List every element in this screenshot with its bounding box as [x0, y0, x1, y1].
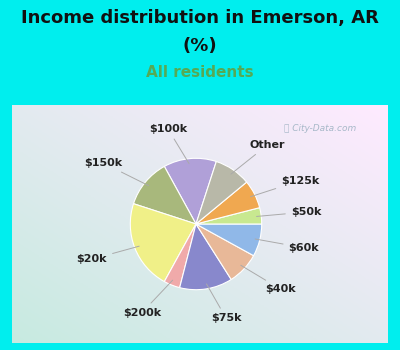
Wedge shape	[134, 166, 196, 224]
Wedge shape	[130, 204, 196, 282]
Wedge shape	[164, 224, 196, 288]
Text: Income distribution in Emerson, AR: Income distribution in Emerson, AR	[21, 9, 379, 27]
Text: $125k: $125k	[250, 176, 320, 197]
Wedge shape	[180, 224, 231, 290]
Text: ⓘ City-Data.com: ⓘ City-Data.com	[284, 124, 356, 133]
Wedge shape	[196, 224, 254, 280]
Text: All residents: All residents	[146, 65, 254, 80]
Wedge shape	[196, 224, 262, 256]
Wedge shape	[196, 182, 260, 224]
Text: $100k: $100k	[149, 124, 189, 164]
Wedge shape	[196, 208, 262, 224]
Text: $150k: $150k	[84, 158, 149, 186]
Text: $60k: $60k	[255, 239, 319, 253]
Text: (%): (%)	[183, 37, 217, 55]
Text: $200k: $200k	[123, 280, 173, 318]
Text: $20k: $20k	[77, 246, 139, 264]
Text: Other: Other	[231, 140, 285, 174]
Wedge shape	[164, 158, 216, 224]
Text: $75k: $75k	[206, 284, 242, 323]
Text: $40k: $40k	[241, 265, 296, 294]
Wedge shape	[196, 161, 247, 224]
Text: $50k: $50k	[256, 207, 321, 217]
